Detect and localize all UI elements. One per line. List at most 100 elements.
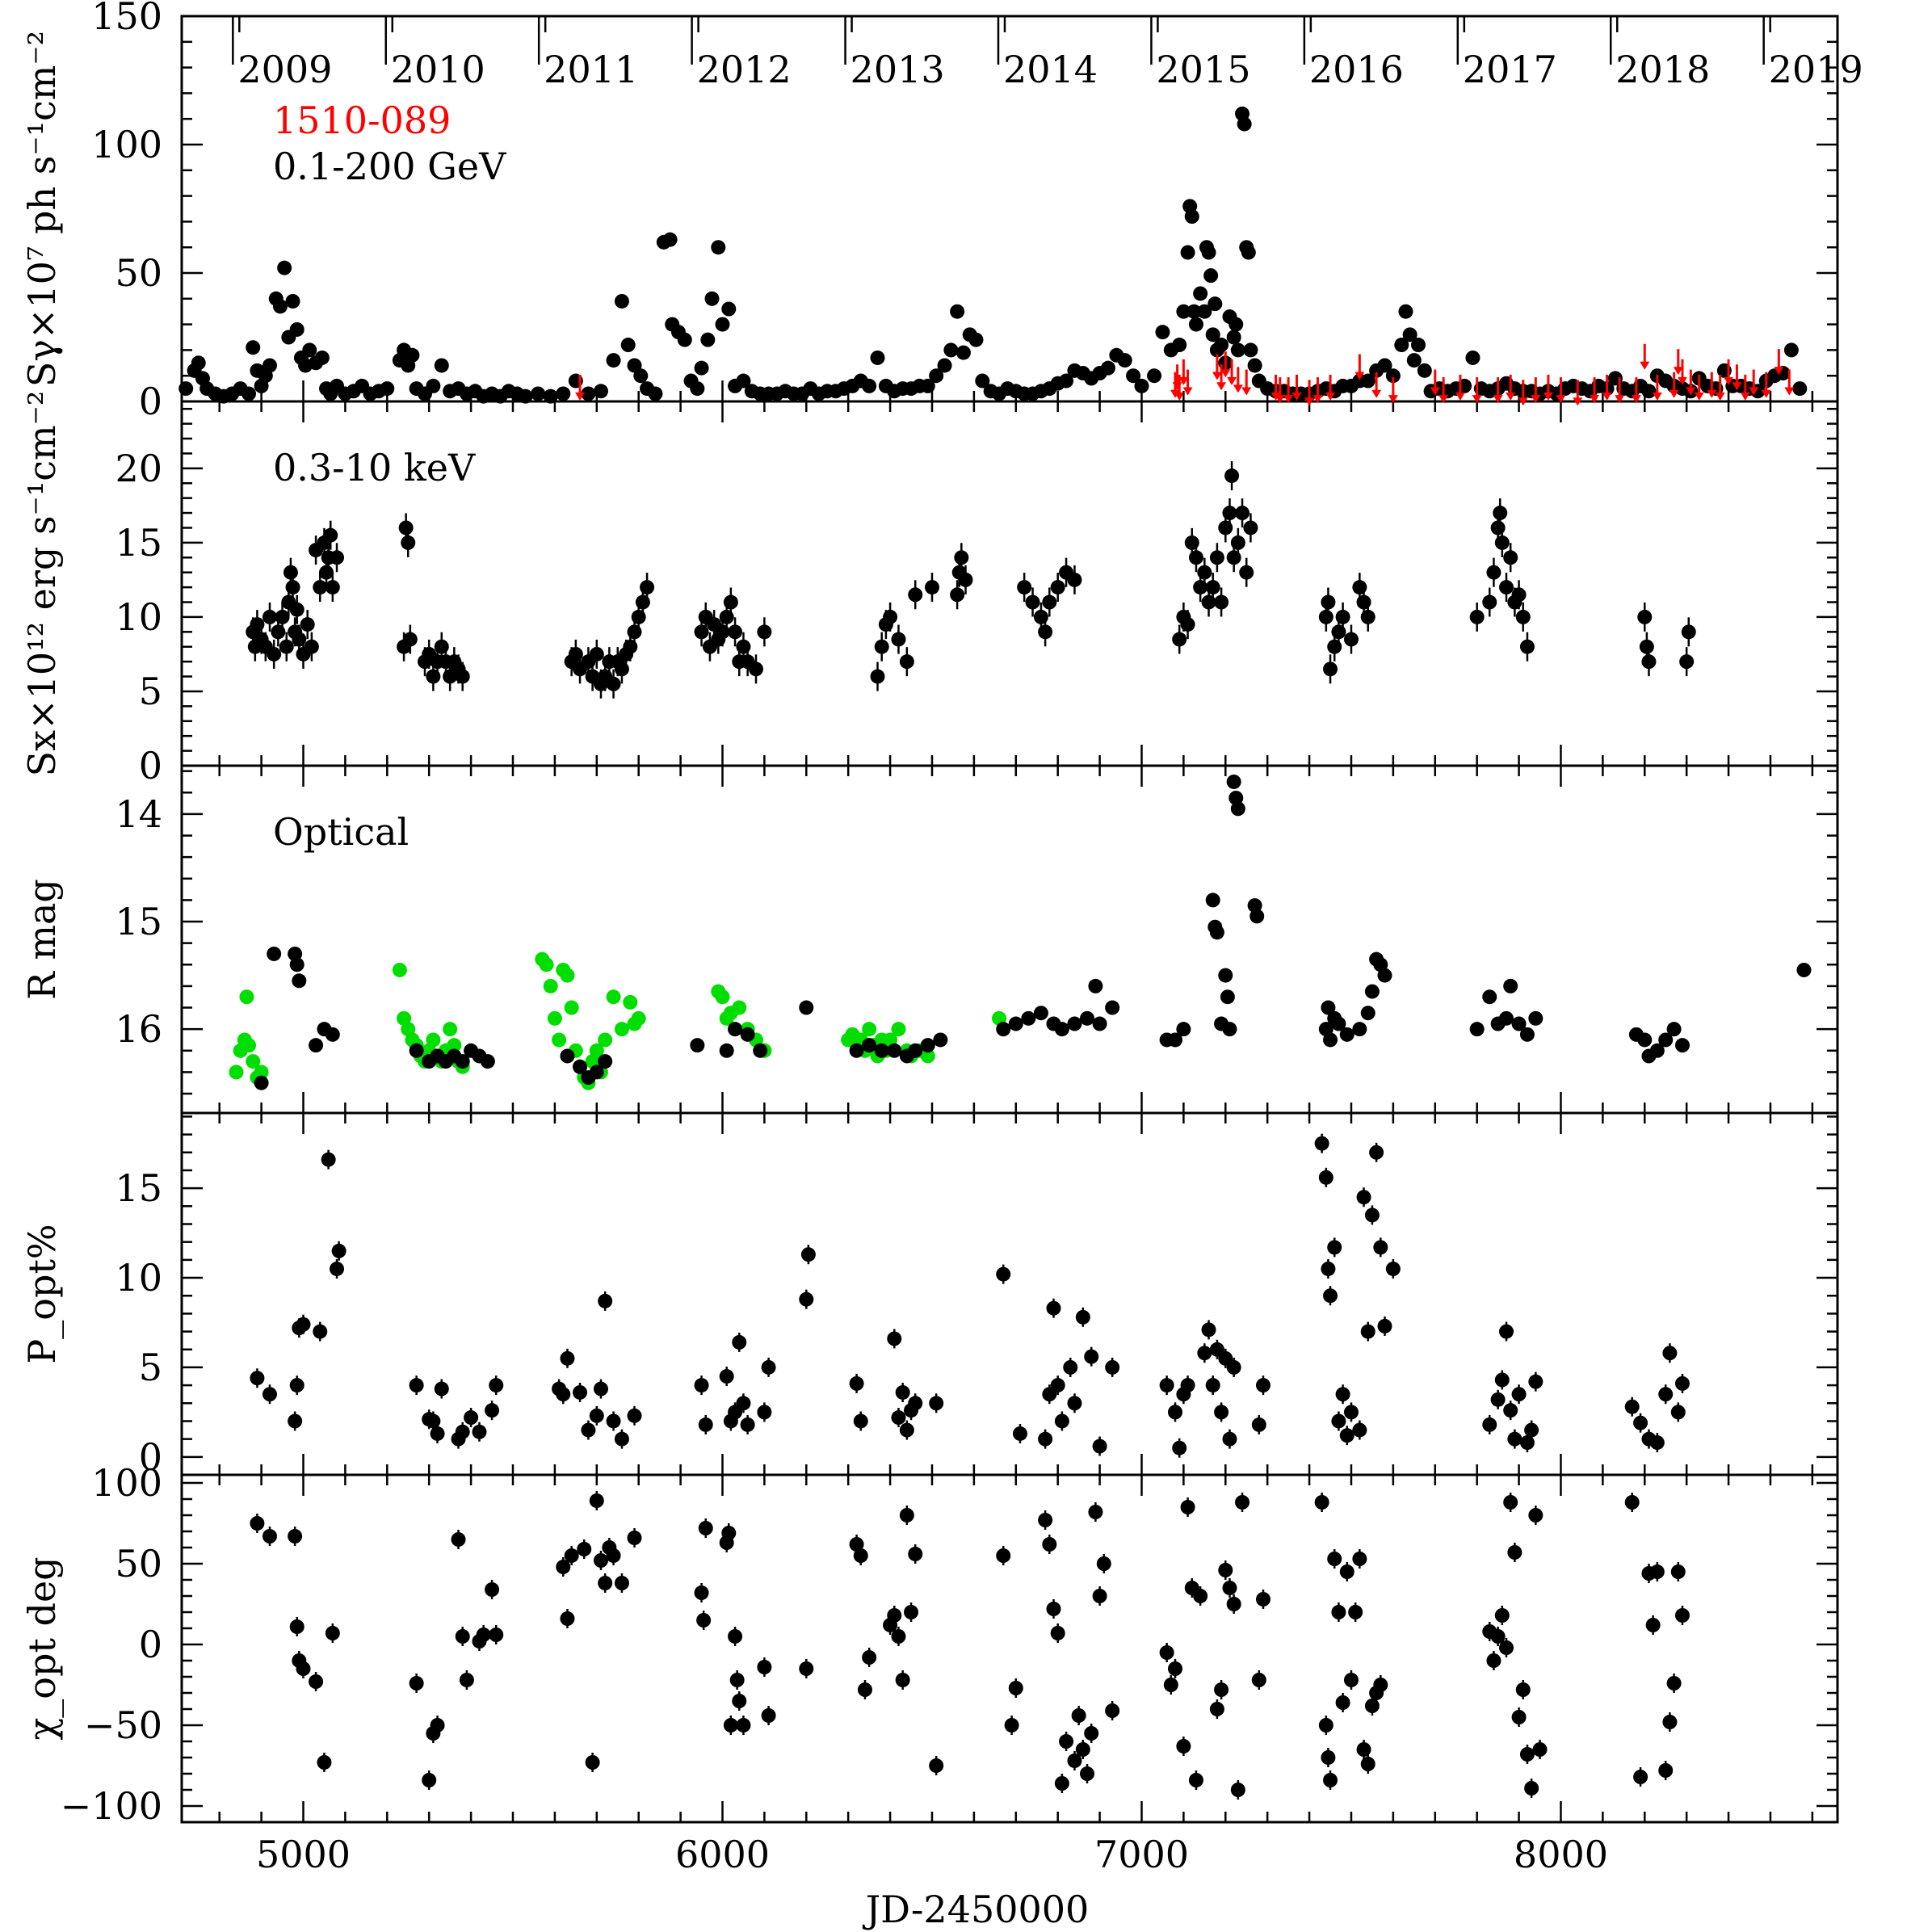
data-point <box>1251 1417 1266 1432</box>
data-point <box>430 1426 445 1441</box>
data-point <box>289 321 304 337</box>
data-point <box>891 1022 906 1037</box>
data-point <box>1038 1431 1053 1447</box>
data-point <box>887 1331 902 1346</box>
data-point <box>598 1054 613 1069</box>
upper-limit-arrowhead <box>1602 392 1612 401</box>
data-point <box>1352 1422 1367 1438</box>
data-point <box>1360 1324 1376 1339</box>
axis-text: 1510-089 0.1-200 GeV JD-2450000 2009 2010… <box>20 0 1863 1931</box>
data-point <box>690 381 705 397</box>
data-point <box>1088 978 1103 993</box>
y-tick-label: 10 <box>115 595 162 639</box>
data-point <box>1075 1742 1090 1757</box>
data-point <box>1321 1750 1336 1765</box>
data-point <box>757 624 772 640</box>
data-point <box>1360 609 1376 624</box>
data-point <box>392 962 407 977</box>
data-point <box>1046 1300 1061 1316</box>
data-point <box>1348 1605 1363 1619</box>
data-point <box>1343 1405 1359 1420</box>
data-point <box>1637 1032 1653 1048</box>
data-point <box>1681 624 1696 640</box>
data-point <box>753 1043 768 1058</box>
data-point <box>531 386 546 401</box>
data-point <box>1507 1431 1522 1447</box>
data-point <box>1641 654 1657 670</box>
y-tick-label: 150 <box>91 0 162 38</box>
data-point <box>380 381 395 397</box>
data-point <box>904 1605 919 1619</box>
data-point <box>1490 1392 1506 1407</box>
data-point <box>598 1576 613 1590</box>
data-point <box>409 1378 424 1393</box>
data-point <box>1641 384 1657 399</box>
year-label: 2014 <box>1003 48 1098 91</box>
y-tick-label: 0 <box>139 744 162 788</box>
data-point <box>1126 368 1141 384</box>
data-point <box>704 291 720 306</box>
data-point <box>1318 1170 1334 1185</box>
data-point <box>1360 1006 1376 1021</box>
data-point <box>1155 325 1170 340</box>
upper-limit-arrowhead <box>1715 392 1725 401</box>
data-point <box>1186 304 1202 319</box>
data-point <box>1214 1405 1229 1420</box>
data-point <box>191 355 206 371</box>
data-point <box>874 639 889 654</box>
data-point <box>728 624 743 640</box>
data-point <box>719 1369 734 1384</box>
upper-limit-arrowhead <box>1531 395 1541 404</box>
upper-limit-arrowhead <box>1325 392 1336 401</box>
data-point <box>321 1152 336 1167</box>
data-point <box>1038 624 1053 640</box>
data-point <box>920 378 935 393</box>
upper-limit-arrowhead <box>1677 376 1687 385</box>
upper-limit-arrowhead <box>1631 395 1641 404</box>
upper-limit-arrowhead <box>1172 382 1182 391</box>
y-axis-label-gamma: Sγ×10⁷ ph s⁻¹cm⁻² <box>20 31 64 387</box>
data-point <box>1042 594 1057 610</box>
data-point <box>950 587 965 603</box>
data-point <box>1318 1718 1334 1732</box>
data-point <box>455 1424 470 1439</box>
data-point <box>1080 1010 1095 1026</box>
data-point <box>711 240 726 255</box>
data-point <box>799 1000 814 1015</box>
data-point <box>434 358 449 373</box>
data-point <box>929 1758 944 1773</box>
data-point <box>1335 1695 1350 1710</box>
data-point <box>1323 662 1338 677</box>
data-point <box>1519 1747 1535 1762</box>
data-point <box>1059 373 1074 388</box>
x-tick-label: 6000 <box>675 1833 770 1876</box>
data-point <box>430 1718 445 1732</box>
data-point <box>1343 1673 1359 1687</box>
x-tick-label: 8000 <box>1514 1833 1608 1876</box>
data-point <box>1373 1678 1388 1692</box>
upper-limit-arrowhead <box>1669 389 1679 398</box>
data-point <box>929 368 944 384</box>
data-point <box>924 580 939 595</box>
data-point <box>1092 1589 1107 1603</box>
data-point <box>1658 1763 1674 1778</box>
data-point <box>929 1396 944 1411</box>
data-point <box>296 1317 311 1332</box>
data-point <box>593 1553 608 1568</box>
data-point <box>732 1000 747 1015</box>
y-tick-label: 0 <box>139 1623 162 1666</box>
data-point <box>623 994 638 1010</box>
data-point <box>700 332 716 347</box>
data-point <box>1054 1022 1069 1037</box>
data-point <box>1193 1589 1208 1603</box>
data-point <box>870 350 885 365</box>
data-point <box>1486 1653 1502 1668</box>
data-point <box>1323 1773 1338 1787</box>
data-point <box>996 1266 1011 1282</box>
data-point <box>1528 1508 1544 1522</box>
x-tick-label: 5000 <box>256 1833 351 1876</box>
data-point <box>455 1054 470 1069</box>
data-point <box>1012 1426 1027 1441</box>
data-point <box>908 1043 923 1058</box>
data-point <box>593 1381 608 1396</box>
